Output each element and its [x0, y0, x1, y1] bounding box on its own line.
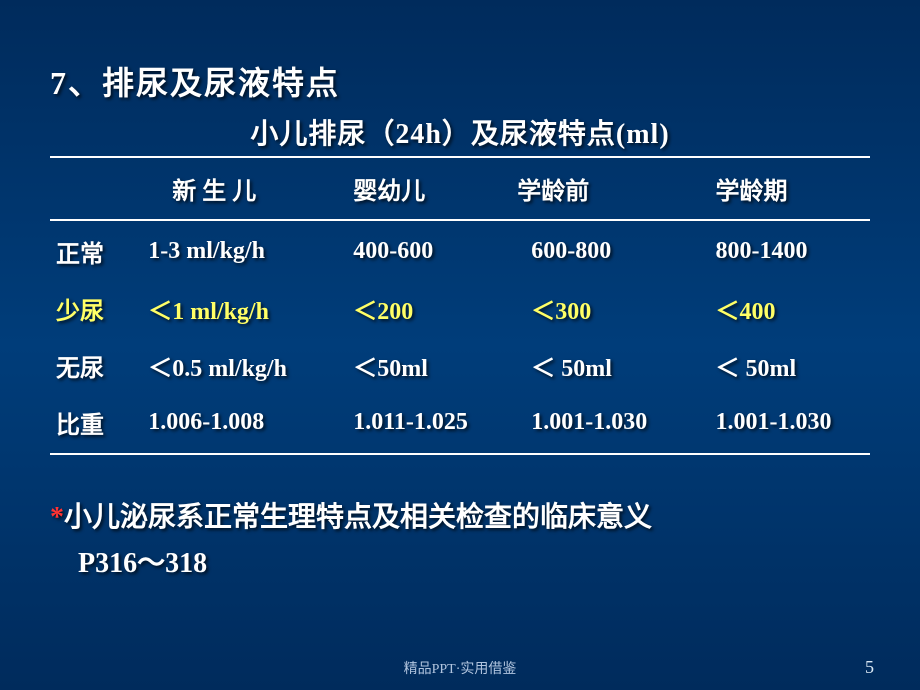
- table-cell: ＜ 50ml: [511, 337, 685, 394]
- table-cell: ＜0.5 ml/kg/h: [142, 337, 347, 394]
- table-cell: ＜50ml: [347, 337, 511, 394]
- row-label: 无尿: [50, 337, 142, 394]
- slide-subtitle: 小儿排尿（24h）及尿液特点(ml): [50, 112, 870, 152]
- header-col1: 新 生 儿: [142, 160, 347, 217]
- table-top-rule: [50, 156, 870, 158]
- row-label: 比重: [50, 394, 142, 451]
- table-cell: ＜300: [511, 280, 685, 337]
- note-line1: *小儿泌尿系正常生理特点及相关检查的临床意义: [50, 495, 870, 535]
- table-cell: 1.011-1.025: [347, 394, 511, 451]
- table-cell: ＜400: [686, 280, 871, 337]
- table-row: 比重1.006-1.0081.011-1.0251.001-1.0301.001…: [50, 394, 870, 451]
- table-cell: 1-3 ml/kg/h: [142, 223, 347, 280]
- header-empty: [50, 160, 142, 217]
- table-bottom-rule: [50, 453, 870, 455]
- table-container: 新 生 儿 婴幼儿 学龄前 学龄期 正常1-3 ml/kg/h400-60060…: [50, 156, 870, 455]
- note-line2: P316～318: [50, 541, 870, 581]
- header-col3: 学龄前: [511, 160, 685, 217]
- table-row: 少尿＜1 ml/kg/h＜200＜300＜400: [50, 280, 870, 337]
- note-text1: 小儿泌尿系正常生理特点及相关检查的临床意义: [64, 502, 652, 533]
- table-cell: 800-1400: [686, 223, 871, 280]
- table-header-rule: [50, 219, 870, 221]
- urine-table: 新 生 儿 婴幼儿 学龄前 学龄期: [50, 160, 870, 217]
- table-cell: 1.001-1.030: [511, 394, 685, 451]
- table-cell: 1.001-1.030: [686, 394, 871, 451]
- table-row: 正常1-3 ml/kg/h400-600600-800800-1400: [50, 223, 870, 280]
- asterisk: *: [50, 502, 64, 533]
- table-cell: 400-600: [347, 223, 511, 280]
- row-label: 正常: [50, 223, 142, 280]
- table-row: 无尿＜0.5 ml/kg/h＜50ml＜ 50ml＜ 50ml: [50, 337, 870, 394]
- table-header-row: 新 生 儿 婴幼儿 学龄前 学龄期: [50, 160, 870, 217]
- table-cell: ＜200: [347, 280, 511, 337]
- header-col4: 学龄期: [686, 160, 871, 217]
- slide-heading: 7、排尿及尿液特点: [50, 58, 870, 104]
- urine-table-body: 正常1-3 ml/kg/h400-600600-800800-1400少尿＜1 …: [50, 223, 870, 451]
- table-cell: ＜ 50ml: [686, 337, 871, 394]
- table-cell: 600-800: [511, 223, 685, 280]
- row-label: 少尿: [50, 280, 142, 337]
- header-col2: 婴幼儿: [347, 160, 511, 217]
- table-cell: ＜1 ml/kg/h: [142, 280, 347, 337]
- footer-text: 精品PPT·实用借鉴: [404, 658, 517, 678]
- table-cell: 1.006-1.008: [142, 394, 347, 451]
- page-number: 5: [865, 657, 874, 678]
- note-block: *小儿泌尿系正常生理特点及相关检查的临床意义 P316～318: [50, 495, 870, 581]
- slide-content: 7、排尿及尿液特点 小儿排尿（24h）及尿液特点(ml) 新 生 儿 婴幼儿 学…: [0, 0, 920, 611]
